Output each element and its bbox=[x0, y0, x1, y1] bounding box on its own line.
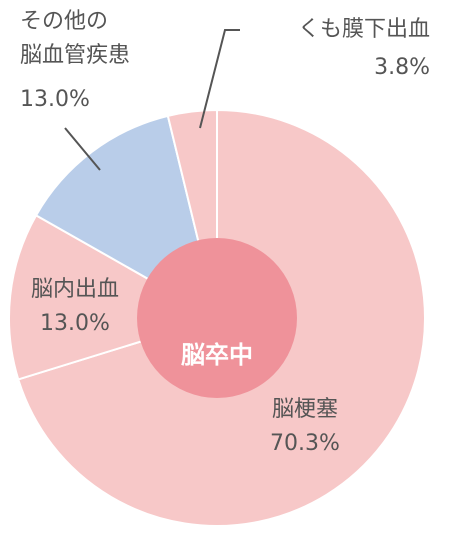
slice-label: くも膜下出血 bbox=[298, 17, 430, 42]
value-label: 13.0% bbox=[40, 311, 110, 336]
value-label: 70.3% bbox=[270, 431, 340, 456]
slice-label: 脳梗塞 bbox=[272, 397, 338, 422]
slice-label: 脳内出血 bbox=[31, 277, 119, 302]
slices bbox=[8, 108, 426, 527]
value-label: 13.0% bbox=[20, 87, 90, 112]
center-circle bbox=[137, 238, 297, 398]
leader-line bbox=[199, 29, 240, 129]
center-label: 脳卒中 bbox=[181, 341, 253, 369]
leader-line bbox=[64, 127, 101, 171]
slice-label: その他の脳血管疾患 bbox=[20, 9, 130, 68]
value-label: 3.8% bbox=[374, 55, 430, 80]
slice bbox=[8, 213, 220, 381]
